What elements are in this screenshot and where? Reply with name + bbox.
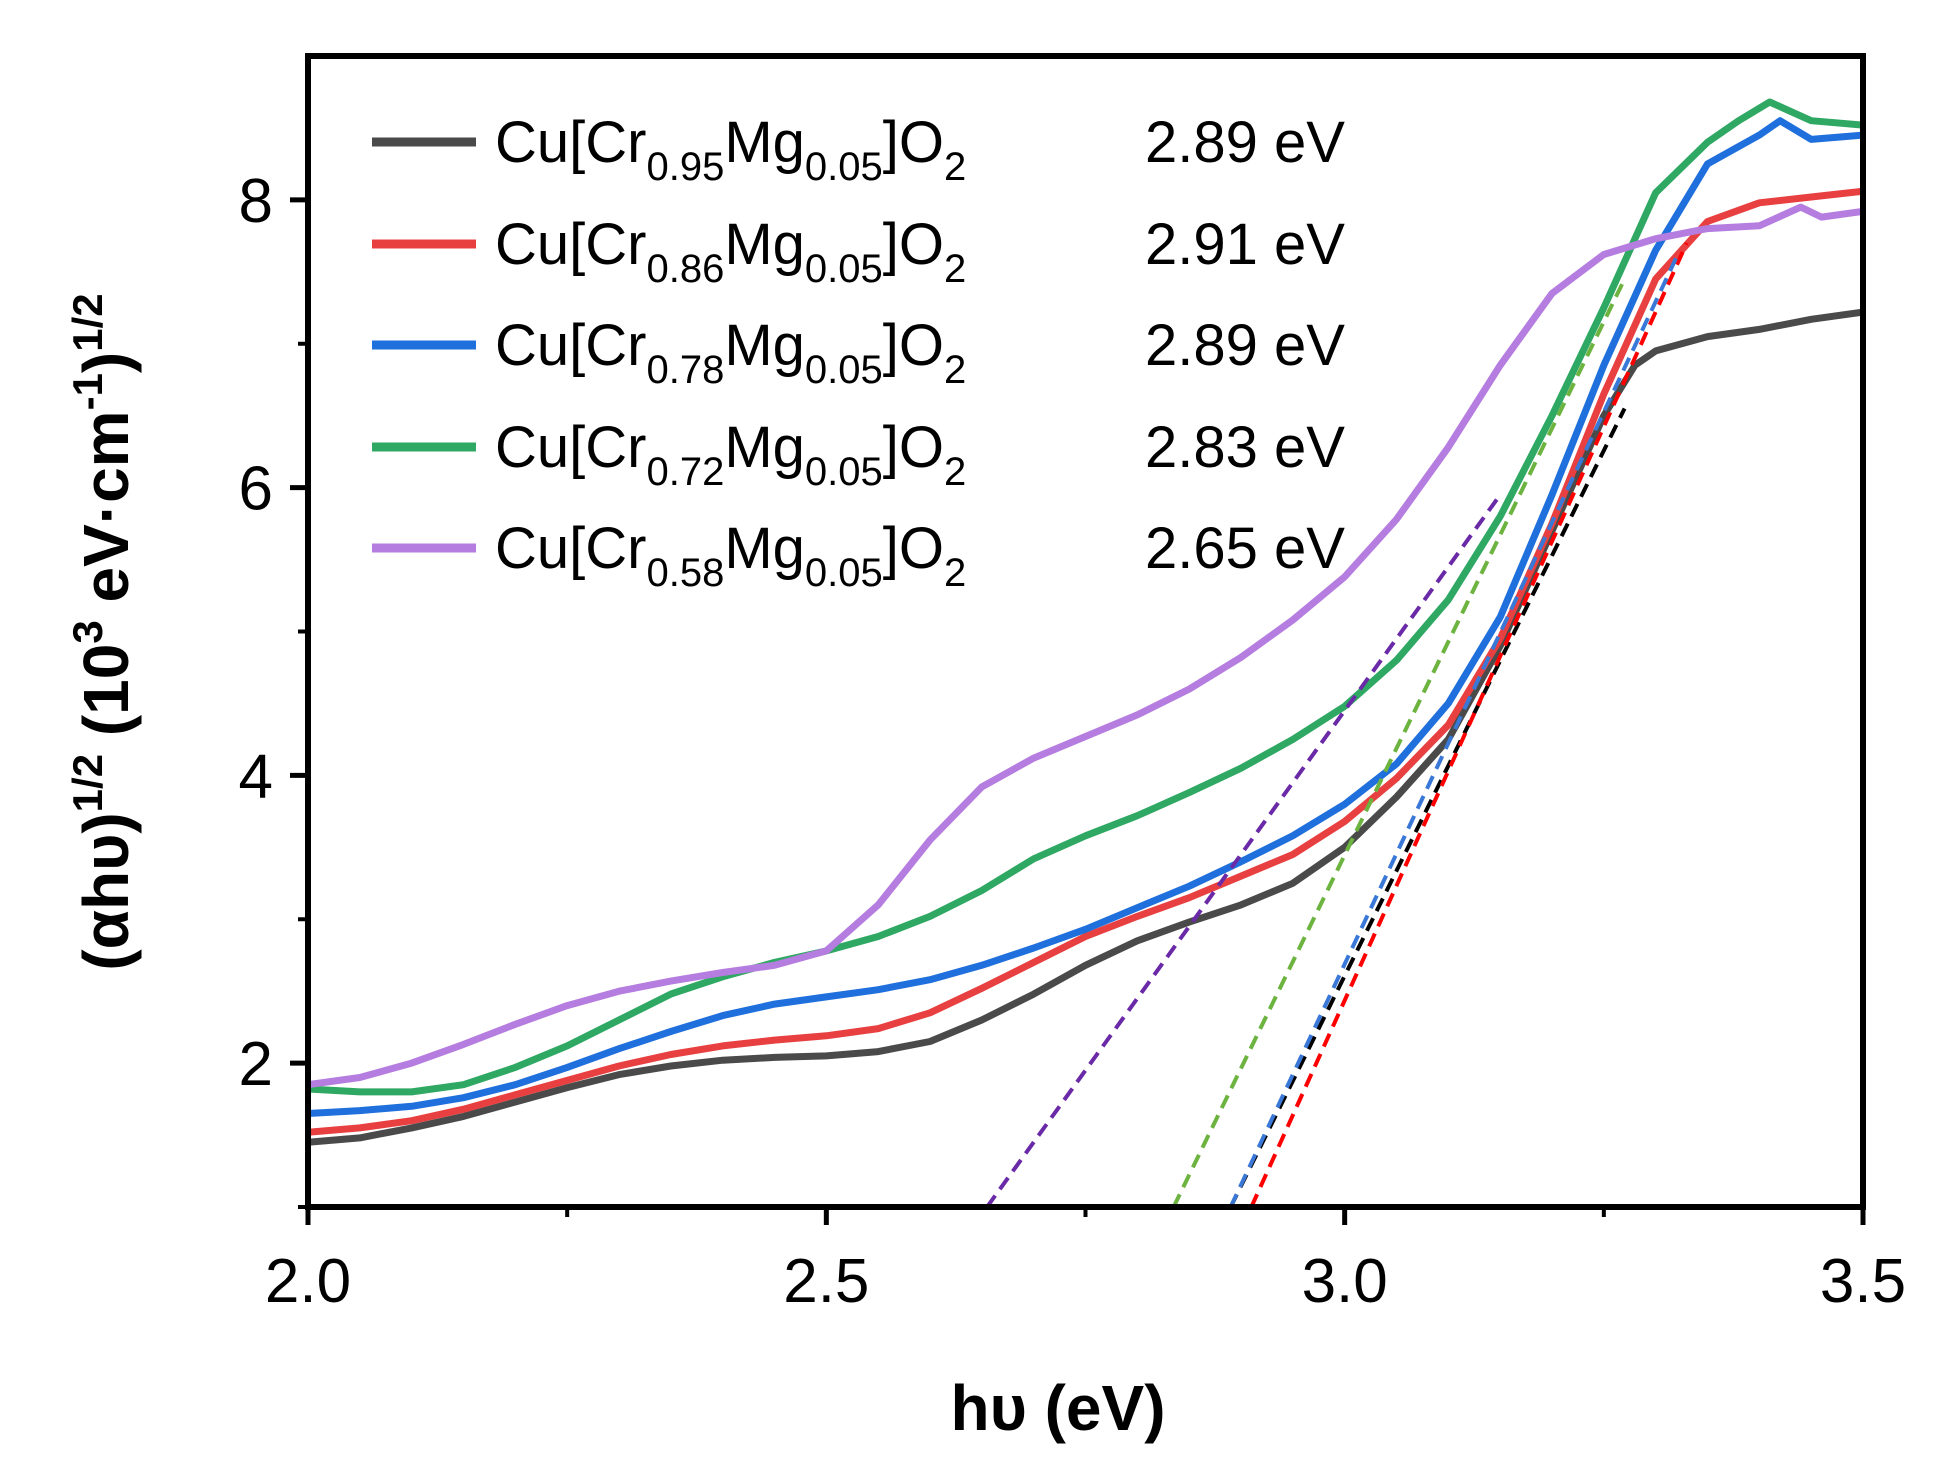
y-title-unit: eV·cm: [70, 410, 142, 620]
legend-subscript: 0.58: [646, 551, 724, 595]
x-tick-label: 3.5: [1820, 1247, 1906, 1316]
legend-band-gap: 2.65 eV: [1145, 516, 1345, 581]
legend-text-part: ]O: [883, 313, 944, 378]
legend-label: Cu[Cr0.86Mg0.05]O2: [495, 212, 966, 291]
y-title-base: (αhυ): [70, 812, 142, 970]
legend-text-part: ]O: [883, 110, 944, 175]
tangent-0.95-line: [1228, 407, 1627, 1207]
legend-text-part: Mg: [724, 516, 805, 581]
tick-layer: 2.0 2.5 3.0 3.5 2 4 6 8: [239, 167, 1907, 1316]
legend-text-part: Cu[Cr: [495, 212, 646, 277]
x-tick-label: 2.0: [265, 1247, 351, 1316]
y-axis-title: (αhυ)1/2 (103 eV·cm-1)1/2: [64, 293, 142, 970]
tangent-0.86-line: [1249, 242, 1689, 1207]
series-line-2: [308, 117, 1863, 1117]
legend-item: Cu[Cr0.78Mg0.05]O2 2.89 eV: [372, 313, 1345, 392]
legend-subscript: 0.95: [646, 145, 724, 189]
y-tick-label: 2: [239, 1030, 273, 1099]
legend-text-part: Mg: [724, 212, 805, 277]
tangent-0.58-line: [985, 493, 1502, 1207]
legend-text-part: Mg: [724, 313, 805, 378]
series-line-3: [308, 98, 1863, 1096]
legend-subscript: 0.05: [805, 450, 883, 494]
legend-subscript: 0.05: [805, 145, 883, 189]
legend-band-gap: 2.83 eV: [1145, 415, 1345, 480]
legend-subscript: 0.05: [805, 551, 883, 595]
legend-text-part: Mg: [724, 415, 805, 480]
legend-text-part: ]O: [883, 516, 944, 581]
legend-label: Cu[Cr0.58Mg0.05]O2: [495, 516, 966, 595]
y-title-exp2: 3: [64, 620, 111, 643]
legend: Cu[Cr0.95Mg0.05]O2 2.89 eVCu[Cr0.86Mg0.05…: [372, 110, 1345, 595]
legend-subscript: 2: [944, 551, 966, 595]
legend-subscript: 0.78: [646, 348, 724, 392]
legend-band-gap: 2.89 eV: [1145, 313, 1345, 378]
y-title-mid: (10: [70, 644, 142, 754]
y-title-exp3: -1: [64, 373, 111, 410]
legend-item: Cu[Cr0.58Mg0.05]O2 2.65 eV: [372, 516, 1345, 595]
legend-text-part: ]O: [883, 212, 944, 277]
legend-text-part: Cu[Cr: [495, 516, 646, 581]
legend-subscript: 2: [944, 348, 966, 392]
legend-subscript: 2: [944, 450, 966, 494]
legend-item: Cu[Cr0.72Mg0.05]O2 2.83 eV: [372, 415, 1345, 494]
y-tick-label: 6: [239, 455, 273, 524]
legend-subscript: 0.05: [805, 348, 883, 392]
legend-subscript: 0.72: [646, 450, 724, 494]
tangent-0.72-line: [1171, 278, 1627, 1207]
x-axis-title: hυ (eV): [950, 1372, 1165, 1444]
legend-item: Cu[Cr0.95Mg0.05]O2 2.89 eV: [372, 110, 1345, 189]
tangent-layer: [985, 242, 1689, 1207]
legend-subscript: 0.86: [646, 247, 724, 291]
legend-label: Cu[Cr0.72Mg0.05]O2: [495, 415, 966, 494]
legend-subscript: 0.05: [805, 247, 883, 291]
series-line-1: [308, 187, 1863, 1136]
y-title-close: ): [70, 352, 142, 373]
legend-band-gap: 2.89 eV: [1145, 110, 1345, 175]
legend-item: Cu[Cr0.86Mg0.05]O2 2.91 eV: [372, 212, 1345, 291]
legend-band-gap: 2.91 eV: [1145, 212, 1345, 277]
legend-label: Cu[Cr0.95Mg0.05]O2: [495, 110, 966, 189]
y-tick-label: 8: [239, 167, 273, 236]
x-tick-label: 3.0: [1302, 1247, 1388, 1316]
legend-subscript: 2: [944, 145, 966, 189]
legend-text-part: Cu[Cr: [495, 415, 646, 480]
x-tick-label: 2.5: [783, 1247, 869, 1316]
legend-text-part: Cu[Cr: [495, 313, 646, 378]
y-title-exp1: 1/2: [64, 754, 111, 812]
legend-subscript: 2: [944, 247, 966, 291]
legend-label: Cu[Cr0.78Mg0.05]O2: [495, 313, 966, 392]
legend-text-part: Cu[Cr: [495, 110, 646, 175]
legend-text-part: Mg: [724, 110, 805, 175]
y-tick-label: 4: [239, 742, 273, 811]
y-title-exp4: 1/2: [64, 293, 111, 351]
series-line-4: [308, 203, 1863, 1089]
legend-text-part: ]O: [883, 415, 944, 480]
